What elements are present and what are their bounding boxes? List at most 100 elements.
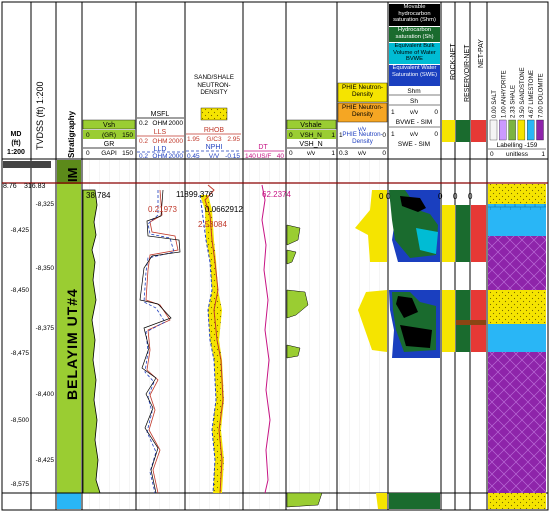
flag-shale-break	[456, 320, 486, 325]
md-depth-labels: -8,325 -8,350 -8,375 -8,400 -8,425	[36, 201, 55, 464]
lith-legend-swatch	[499, 119, 507, 141]
md-depth-label: -8,400	[36, 391, 55, 398]
phie-label-1: PHIE Neutron-Density	[342, 84, 383, 99]
lith-legend-label: 7.00 DOLOMITE	[539, 73, 545, 118]
md-depth-label: -8,425	[36, 457, 55, 464]
msfl-scale-max: 2000	[169, 120, 184, 127]
curve-readout: 0	[438, 192, 443, 201]
rhob-label: RHOB	[204, 127, 225, 134]
phie-scale-min: 0	[382, 132, 386, 139]
vshale-fill-4	[286, 344, 301, 359]
gr-curve-label: GR	[104, 141, 115, 148]
lith-unit: unitless	[506, 151, 529, 158]
lls-scale-max: 2000	[169, 138, 184, 145]
tvdss-depth-label: -8,450	[11, 287, 30, 294]
gr-unit: GAPI	[101, 150, 117, 157]
gr-scale-name: (GR)	[102, 132, 116, 139]
lith-limestone-3	[488, 324, 546, 352]
vsh-unit-min: 0	[289, 150, 293, 157]
lith-legend-label: 3.50 SANDSTONE	[520, 67, 526, 118]
depth-top-bar	[3, 161, 51, 168]
stratigraphy-header: Stratigraphy	[67, 110, 76, 158]
phie-swatch-1	[337, 82, 388, 103]
curve-readout: 2.53084	[198, 220, 227, 229]
dt-scale-max: 40	[277, 153, 285, 160]
lith-sandstone-2	[488, 290, 546, 324]
strat-top-zone	[57, 160, 81, 184]
rhob-scale-max: 2.95	[227, 136, 240, 143]
rhob-unit: G/C3	[206, 136, 222, 143]
md-header-line1: MD	[11, 131, 22, 138]
lith-legend-swatch	[527, 119, 535, 141]
vshale-swatch	[286, 119, 337, 130]
stratigraphy-column	[57, 160, 81, 509]
reservoir-net-swatch	[456, 120, 470, 142]
rhob-curve	[204, 184, 224, 494]
lith-legend-swatch	[489, 119, 498, 141]
nphi-scale-min: 0.45	[187, 153, 200, 160]
gr-scale-min: 0	[86, 132, 90, 139]
curve-readout: 0.21973	[148, 205, 177, 214]
md-header-line3: 1:200	[7, 149, 25, 156]
phie-fill-1	[355, 190, 387, 262]
gr-scale-bg	[83, 130, 135, 139]
lith-legend-label: 4.67 LIMESTONE	[529, 70, 535, 118]
lls-label: LLS	[154, 129, 167, 136]
nphi-curve	[199, 194, 217, 494]
md-depth-label: -8,350	[36, 265, 55, 272]
shm-label: Movable hydrocarbon saturation (Shm)	[393, 4, 436, 24]
vsh-scale-bg	[287, 130, 336, 139]
tvdss-header: TVDSS (ft) 1:200	[35, 81, 45, 150]
curve-readout: 11899.376	[176, 190, 214, 199]
lith-dolomite-1	[488, 236, 546, 264]
lld-label: LLD	[154, 146, 167, 153]
shm-fill-3	[400, 325, 432, 348]
dt-scale-min: 140	[245, 153, 256, 160]
strat-base-zone	[57, 493, 81, 509]
vshale-label: Vshale	[300, 122, 322, 129]
lith-scale-min: 0	[490, 151, 494, 158]
vsh-fill-label: Vsh	[103, 122, 115, 129]
lld-curve	[143, 190, 175, 494]
swe-scale-max: 1	[391, 131, 395, 138]
lith-limestone-2	[488, 210, 546, 236]
bvwe-scale-min: 0	[434, 109, 438, 116]
swe-sim-row: SWE - SIM	[398, 141, 430, 148]
phie-swatch-2	[337, 102, 388, 123]
log-header: MD (ft) 1:200 TVDSS (ft) 1:200 Stratigra…	[2, 4, 548, 160]
net-pay-flag-1	[471, 205, 486, 262]
vshale-fill-5	[286, 492, 323, 508]
vsh-scale-max: 1	[331, 132, 335, 139]
msfl-curve	[139, 189, 181, 494]
lith-sandstone-1	[488, 184, 546, 204]
curve-readout: 0	[453, 192, 458, 201]
dn-sand-fill	[200, 195, 224, 493]
bvwe-fill-1	[416, 228, 438, 254]
dn-title-box: SAND/SHALE NEUTRON-DENSITY	[194, 74, 234, 96]
phie-unit: v/v	[358, 126, 367, 133]
lith-legend-label: 2.33 SHALE	[511, 85, 517, 118]
lith-scale-max: 1	[541, 151, 545, 158]
tvdss-depth-label: -8,500	[11, 417, 30, 424]
sh-fill-3	[389, 493, 440, 509]
vsh-scale-min: 0	[289, 132, 293, 139]
lith-legend-swatch	[536, 119, 544, 141]
lith-dolomite-2	[488, 264, 546, 290]
vsh-unit: v/v	[307, 150, 316, 157]
swe-label: Equivalent Water Saturation (SWE)	[391, 65, 438, 78]
track-borders	[30, 2, 488, 510]
sh-swatch	[389, 27, 440, 42]
msfl-unit: OHM	[152, 120, 167, 127]
curve-readout: 0.0662912	[205, 205, 243, 214]
track-grids	[83, 160, 387, 509]
nphi-scale-max: -0.15	[225, 153, 240, 160]
swe-scale-min: 0	[434, 131, 438, 138]
gr-unit-min: 0	[86, 150, 90, 157]
rock-net-label: ROCK-NET	[450, 43, 457, 80]
md-header-line2: (ft)	[11, 140, 20, 147]
bvwe-swatch	[389, 43, 440, 64]
vsh-fill-swatch	[82, 119, 136, 130]
tvdss-depth-label: -8,575	[11, 481, 30, 488]
rock-net-swatch	[442, 120, 455, 142]
